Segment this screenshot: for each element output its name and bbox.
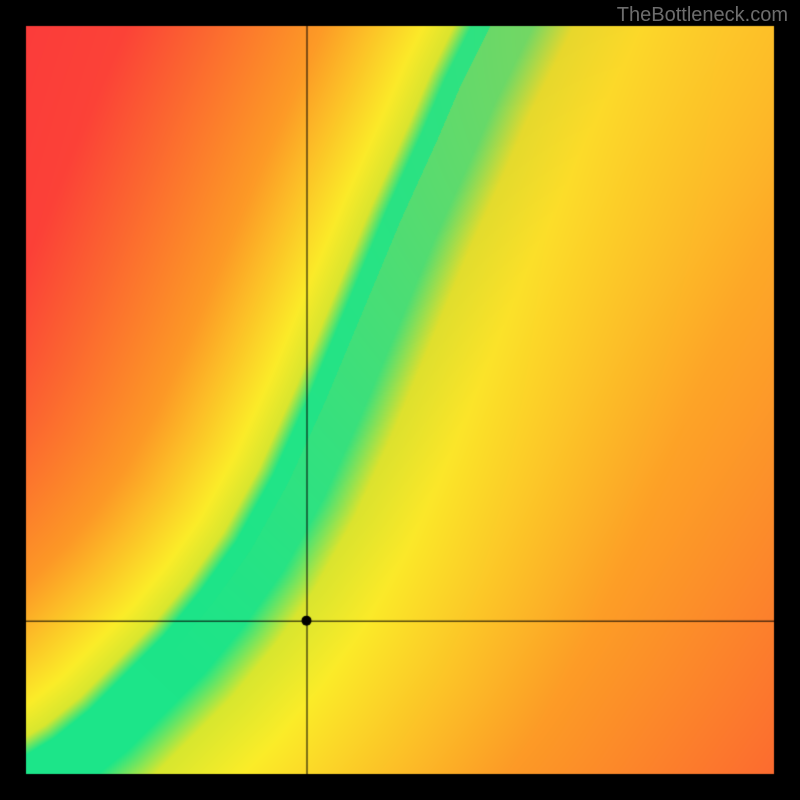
attribution-text: TheBottleneck.com [617,4,788,27]
chart-container: TheBottleneck.com [0,0,800,800]
heatmap-canvas [0,0,800,800]
